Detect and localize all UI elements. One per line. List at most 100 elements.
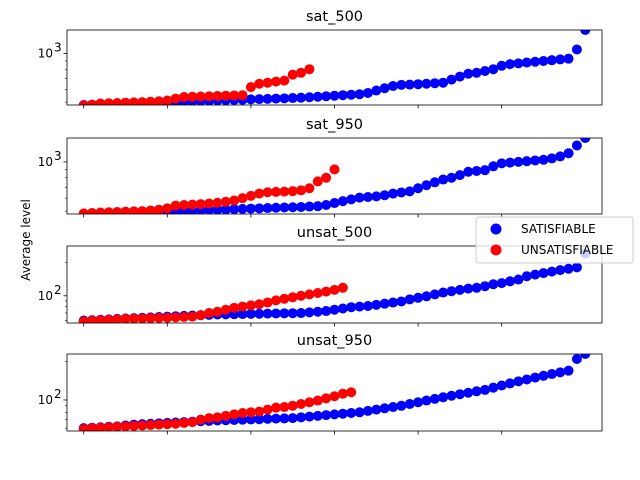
point-unsatisfiable — [153, 204, 164, 214]
point-unsatisfiable — [78, 316, 89, 323]
point-unsatisfiable — [204, 413, 215, 424]
point-unsatisfiable — [270, 402, 281, 413]
subplot-title: sat_500 — [306, 9, 363, 25]
point-satisfiable — [337, 408, 348, 419]
data-points — [78, 30, 591, 105]
point-satisfiable — [555, 265, 566, 276]
point-unsatisfiable — [229, 302, 240, 313]
point-unsatisfiable — [296, 67, 307, 78]
point-unsatisfiable — [87, 207, 98, 214]
point-unsatisfiable — [78, 100, 89, 105]
point-satisfiable — [429, 177, 440, 188]
point-satisfiable — [220, 204, 231, 214]
point-satisfiable — [329, 90, 340, 101]
point-satisfiable — [421, 180, 432, 191]
point-satisfiable — [421, 291, 432, 302]
point-satisfiable — [429, 78, 440, 89]
point-satisfiable — [404, 294, 415, 305]
point-satisfiable — [546, 369, 557, 380]
point-unsatisfiable — [153, 312, 164, 323]
point-unsatisfiable — [237, 407, 248, 418]
point-unsatisfiable — [287, 292, 298, 303]
point-satisfiable — [362, 87, 373, 98]
y-tick-label: 10 — [38, 155, 53, 169]
point-satisfiable — [379, 83, 390, 94]
point-unsatisfiable — [137, 97, 148, 105]
point-satisfiable — [521, 271, 532, 282]
point-satisfiable — [454, 71, 465, 82]
point-satisfiable — [254, 414, 265, 425]
legend-label-satisfiable: SATISFIABLE — [521, 222, 596, 236]
legend-label-unsatisfiable: UNSATISFIABLE — [521, 243, 614, 257]
point-unsatisfiable — [145, 205, 156, 214]
point-unsatisfiable — [212, 306, 223, 317]
point-unsatisfiable — [95, 422, 106, 431]
subplot-unsat-950: unsat_950 10 2 — [38, 333, 603, 435]
point-satisfiable — [505, 276, 516, 287]
point-unsatisfiable — [145, 420, 156, 431]
point-satisfiable — [270, 413, 281, 424]
point-satisfiable — [362, 191, 373, 202]
point-satisfiable — [463, 387, 474, 398]
point-unsatisfiable — [321, 172, 332, 183]
data-points — [78, 248, 591, 323]
point-unsatisfiable — [87, 315, 98, 323]
point-unsatisfiable — [220, 196, 231, 207]
legend-marker-satisfiable — [490, 223, 502, 235]
point-unsatisfiable — [329, 391, 340, 402]
point-satisfiable — [346, 89, 357, 100]
point-unsatisfiable — [179, 417, 190, 428]
point-satisfiable — [563, 148, 574, 159]
point-satisfiable — [245, 94, 256, 105]
point-satisfiable — [521, 156, 532, 167]
point-unsatisfiable — [87, 423, 98, 431]
y-tick-exponent: 3 — [54, 41, 62, 55]
point-satisfiable — [354, 192, 365, 203]
point-satisfiable — [538, 370, 549, 381]
point-unsatisfiable — [212, 412, 223, 423]
point-satisfiable — [362, 405, 373, 416]
point-unsatisfiable — [179, 92, 190, 103]
point-satisfiable — [354, 301, 365, 312]
point-satisfiable — [262, 413, 273, 424]
point-satisfiable — [505, 59, 516, 70]
point-unsatisfiable — [312, 395, 323, 406]
point-satisfiable — [488, 279, 499, 290]
point-satisfiable — [580, 354, 591, 359]
point-satisfiable — [321, 410, 332, 421]
point-unsatisfiable — [120, 97, 131, 105]
point-unsatisfiable — [321, 286, 332, 297]
subplot-sat-950: sat_950 10 3 — [38, 117, 603, 218]
point-unsatisfiable — [95, 98, 106, 105]
point-satisfiable — [371, 299, 382, 310]
point-unsatisfiable — [179, 199, 190, 210]
point-satisfiable — [429, 393, 440, 404]
point-satisfiable — [580, 30, 591, 35]
point-unsatisfiable — [270, 295, 281, 306]
point-satisfiable — [479, 384, 490, 395]
y-tick-exponent: 2 — [54, 283, 62, 297]
point-satisfiable — [362, 301, 373, 311]
point-satisfiable — [446, 390, 457, 401]
point-unsatisfiable — [162, 203, 173, 214]
point-satisfiable — [287, 202, 298, 213]
point-unsatisfiable — [145, 313, 156, 323]
point-satisfiable — [438, 174, 449, 185]
point-satisfiable — [413, 183, 424, 194]
point-unsatisfiable — [120, 206, 131, 214]
point-satisfiable — [571, 140, 582, 151]
point-unsatisfiable — [87, 99, 98, 105]
point-unsatisfiable — [304, 64, 315, 75]
point-unsatisfiable — [304, 289, 315, 300]
point-satisfiable — [463, 166, 474, 177]
point-satisfiable — [321, 306, 332, 317]
point-satisfiable — [571, 44, 582, 55]
point-satisfiable — [463, 68, 474, 79]
point-satisfiable — [388, 402, 399, 413]
point-satisfiable — [530, 56, 541, 67]
point-satisfiable — [329, 198, 340, 209]
point-satisfiable — [488, 64, 499, 75]
point-satisfiable — [555, 54, 566, 65]
point-unsatisfiable — [103, 98, 114, 105]
